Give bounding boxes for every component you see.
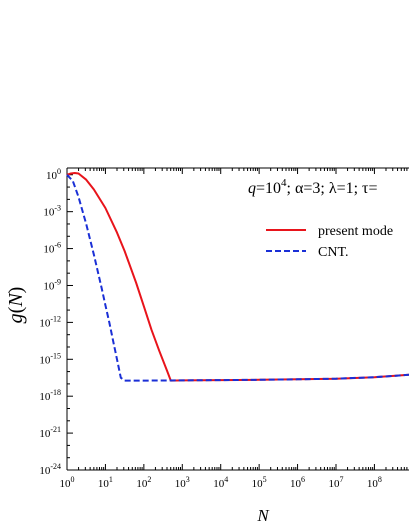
y-tick-label: 10-3 bbox=[43, 204, 61, 219]
y-tick-label: 10-9 bbox=[43, 277, 61, 292]
series-layer bbox=[66, 172, 409, 382]
legend-label-present-model: present mode bbox=[318, 224, 393, 239]
y-tick-label: 10-15 bbox=[39, 351, 61, 366]
y-axis-ticks: 100 10-3 10-6 10-9 10-12 10-15 10-18 10-21 10-24 bbox=[39, 167, 73, 477]
y-tick-label: 10-18 bbox=[39, 388, 61, 403]
y-tick-label: 10-12 bbox=[39, 314, 61, 329]
x-tick-label: 100 bbox=[60, 475, 75, 490]
x-tick-label: 101 bbox=[98, 475, 113, 490]
y-tick-label: 10-21 bbox=[39, 425, 61, 440]
x-tick-label: 104 bbox=[213, 475, 228, 490]
y-tick-label: 100 bbox=[46, 167, 61, 182]
x-axis-ticks: 100 101 102 103 104 105 106 107 108 bbox=[60, 168, 408, 490]
x-tick-label: 107 bbox=[328, 475, 343, 490]
param-q-eq: =10 bbox=[256, 180, 281, 197]
x-tick-label: 108 bbox=[367, 475, 382, 490]
y-axis-label: g(N) bbox=[5, 287, 27, 324]
param-rest: ; α=3; λ=1; τ= bbox=[287, 180, 378, 197]
x-tick-label: 103 bbox=[175, 475, 190, 490]
param-q: q bbox=[248, 180, 256, 197]
series-line-present-model bbox=[66, 172, 409, 382]
x-tick-label: 105 bbox=[252, 475, 267, 490]
x-axis-label: N bbox=[256, 506, 270, 525]
y-tick-label: 10-6 bbox=[43, 241, 61, 256]
legend: present mode CNT. bbox=[266, 224, 393, 260]
x-tick-label: 106 bbox=[290, 475, 305, 490]
param-q-exp: 4 bbox=[281, 177, 287, 189]
x-tick-label: 102 bbox=[136, 475, 151, 490]
series-line-cnt bbox=[66, 174, 409, 382]
parameter-annotation: q=104; α=3; λ=1; τ= bbox=[248, 177, 378, 197]
legend-label-cnt: CNT. bbox=[318, 245, 348, 260]
plot-frame bbox=[66, 167, 409, 471]
y-tick-label: 10-24 bbox=[39, 462, 61, 477]
